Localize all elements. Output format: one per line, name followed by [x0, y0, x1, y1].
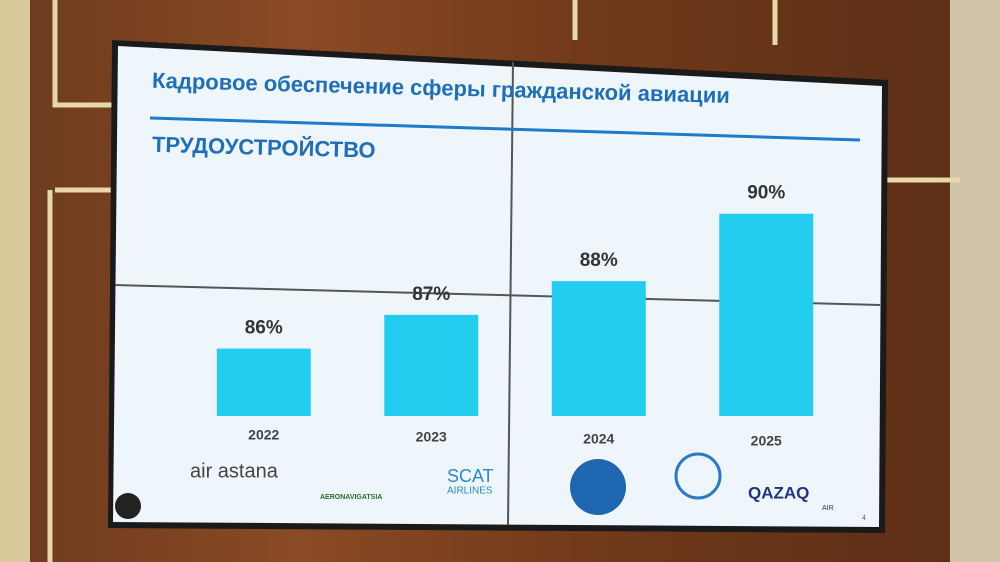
corner-logo: [115, 493, 141, 519]
data-label: 90%: [747, 183, 785, 204]
logo-text: AERONAVIGATSIA: [320, 494, 382, 501]
data-label: 87%: [412, 284, 450, 305]
logo-text: air astana: [190, 460, 279, 482]
screen-seam: [507, 61, 514, 526]
x-tick-label: 2022: [248, 427, 279, 443]
logo-emblem: [674, 452, 722, 500]
data-label: 86%: [245, 318, 283, 339]
x-tick-label: 2024: [583, 431, 614, 447]
page-number: 4: [862, 515, 866, 522]
logos: air astana AERONAVIGATSIA SCAT AIRLINES …: [190, 452, 866, 522]
bar: [719, 213, 814, 416]
data-label: 88%: [580, 250, 618, 271]
logo-text: AIR: [822, 505, 834, 512]
x-tick-label: 2025: [751, 433, 782, 449]
bar: [216, 348, 311, 416]
bar: [551, 281, 646, 416]
logo-text: QAZAQ: [748, 483, 809, 502]
chart-subtitle: ТРУДОУСТРОЙСТВО: [152, 132, 376, 163]
x-tick-label: 2023: [416, 429, 447, 445]
wall-edge: [0, 0, 30, 562]
logo-emblem: [570, 459, 626, 515]
wall-edge: [950, 0, 1000, 562]
title-rule: [149, 116, 861, 142]
logo-text: AIRLINES: [447, 486, 493, 497]
bar: [384, 314, 479, 416]
logo-text: SCAT: [447, 466, 494, 486]
wall-trim: [47, 0, 960, 562]
